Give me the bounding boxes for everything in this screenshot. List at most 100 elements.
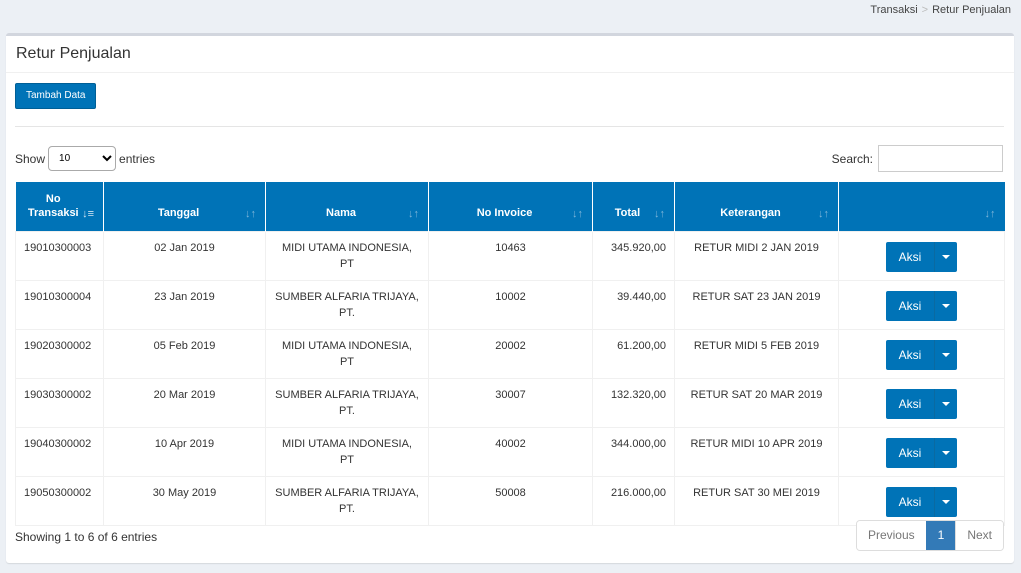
cell-no-transaksi: 19050300002 <box>15 475 104 526</box>
cell-total: 344.000,00 <box>592 426 675 477</box>
cell-tanggal: 05 Feb 2019 <box>103 328 266 379</box>
breadcrumb: Transaksi > Retur Penjualan <box>870 4 1011 16</box>
cell-nama: SUMBER ALFARIA TRIJAYA, PT. <box>265 279 429 330</box>
cell-keterangan: RETUR MIDI 10 APR 2019 <box>674 426 839 477</box>
cell-keterangan: RETUR SAT 30 MEI 2019 <box>674 475 839 526</box>
cell-nama: SUMBER ALFARIA TRIJAYA, PT. <box>265 475 429 526</box>
cell-total: 216.000,00 <box>592 475 675 526</box>
aksi-dropdown-button[interactable]: Aksi <box>885 339 958 370</box>
show-label: Show <box>15 151 46 166</box>
aksi-dropdown-button[interactable]: Aksi <box>885 241 958 272</box>
entries-length-control: Show 10 entries <box>15 146 155 171</box>
table-header-row: No Transaksi ↓≡ Tanggal ↓↑ Nama ↓↑ No Invoi… <box>15 182 1005 231</box>
table-row: 19020300002 05 Feb 2019 MIDI UTAMA INDON… <box>15 328 1005 379</box>
search-label: Search: <box>831 151 873 166</box>
column-header-total[interactable]: Total ↓↑ <box>592 182 675 231</box>
aksi-label: Aksi <box>886 339 936 370</box>
column-header-keterangan[interactable]: Keterangan ↓↑ <box>674 182 839 231</box>
cell-actions: Aksi <box>838 377 1005 428</box>
aksi-dropdown-button[interactable]: Aksi <box>885 388 958 419</box>
cell-no-invoice: 30007 <box>428 377 593 428</box>
cell-tanggal: 23 Jan 2019 <box>103 279 266 330</box>
cell-keterangan: RETUR MIDI 2 JAN 2019 <box>674 230 839 281</box>
cell-nama: MIDI UTAMA INDONESIA, PT <box>265 328 429 379</box>
cell-nama: SUMBER ALFARIA TRIJAYA, PT. <box>265 377 429 428</box>
cell-keterangan: RETUR MIDI 5 FEB 2019 <box>674 328 839 379</box>
cell-no-transaksi: 19010300004 <box>15 279 104 330</box>
cell-no-invoice: 20002 <box>428 328 593 379</box>
search-input[interactable] <box>878 145 1003 172</box>
cell-keterangan: RETUR SAT 20 MAR 2019 <box>674 377 839 428</box>
entries-label: entries <box>119 151 156 166</box>
sort-icon: ↓↑ <box>245 208 256 220</box>
caret-down-icon[interactable] <box>935 291 957 321</box>
cell-total: 345.920,00 <box>592 230 675 281</box>
content-box: Retur Penjualan Tambah Data Show 10 entr… <box>6 33 1014 563</box>
aksi-label: Aksi <box>886 486 936 517</box>
column-header-no-transaksi[interactable]: No Transaksi ↓≡ <box>15 182 104 231</box>
cell-actions: Aksi <box>838 279 1005 330</box>
retur-table: No Transaksi ↓≡ Tanggal ↓↑ Nama ↓↑ No Invoi… <box>15 182 1005 526</box>
previous-button[interactable]: Previous <box>856 521 926 550</box>
cell-nama: MIDI UTAMA INDONESIA, PT <box>265 426 429 477</box>
cell-no-transaksi: 19010300003 <box>15 230 104 281</box>
cell-total: 39.440,00 <box>592 279 675 330</box>
pagination: Previous 1 Next <box>855 520 1004 551</box>
next-button[interactable]: Next <box>955 521 1003 550</box>
cell-tanggal: 10 Apr 2019 <box>103 426 266 477</box>
cell-no-invoice: 10002 <box>428 279 593 330</box>
breadcrumb-separator: > <box>921 4 929 16</box>
page-button-1[interactable]: 1 <box>925 521 956 550</box>
sort-icon: ↓↑ <box>984 208 996 220</box>
column-header-actions[interactable]: ↓↑ <box>838 182 1005 231</box>
cell-no-invoice: 40002 <box>428 426 593 477</box>
cell-tanggal: 02 Jan 2019 <box>103 230 266 281</box>
breadcrumb-current: Retur Penjualan <box>932 4 1011 16</box>
column-header-tanggal[interactable]: Tanggal ↓↑ <box>103 182 266 231</box>
cell-total: 61.200,00 <box>592 328 675 379</box>
aksi-dropdown-button[interactable]: Aksi <box>885 290 958 321</box>
cell-keterangan: RETUR SAT 23 JAN 2019 <box>674 279 839 330</box>
aksi-label: Aksi <box>886 290 936 321</box>
cell-nama: MIDI UTAMA INDONESIA, PT <box>265 230 429 281</box>
cell-no-transaksi: 19040300002 <box>15 426 104 477</box>
column-header-nama[interactable]: Nama ↓↑ <box>265 182 429 231</box>
add-data-button[interactable]: Tambah Data <box>15 83 97 109</box>
sort-icon: ↓↑ <box>654 208 665 220</box>
column-header-no-invoice[interactable]: No Invoice ↓↑ <box>428 182 593 231</box>
divider <box>15 126 1004 127</box>
caret-down-icon[interactable] <box>935 242 957 272</box>
cell-actions: Aksi <box>838 426 1005 477</box>
caret-down-icon[interactable] <box>935 438 957 468</box>
cell-tanggal: 20 Mar 2019 <box>103 377 266 428</box>
aksi-dropdown-button[interactable]: Aksi <box>885 486 958 517</box>
sort-icon: ↓↑ <box>818 208 829 220</box>
breadcrumb-parent[interactable]: Transaksi <box>870 4 918 16</box>
table-row: 19040300002 10 Apr 2019 MIDI UTAMA INDON… <box>15 426 1005 477</box>
cell-no-invoice: 50008 <box>428 475 593 526</box>
aksi-label: Aksi <box>886 437 936 468</box>
search-control: Search: <box>832 145 1003 172</box>
sort-icon: ↓↑ <box>408 208 419 220</box>
caret-down-icon[interactable] <box>935 340 957 370</box>
table-row: 19050300002 30 May 2019 SUMBER ALFARIA T… <box>15 475 1005 526</box>
cell-no-invoice: 10463 <box>428 230 593 281</box>
table-info: Showing 1 to 6 of 6 entries <box>15 530 158 544</box>
caret-down-icon[interactable] <box>935 487 957 517</box>
cell-actions: Aksi <box>838 475 1005 526</box>
cell-actions: Aksi <box>838 328 1005 379</box>
cell-no-transaksi: 19020300002 <box>15 328 104 379</box>
entries-select[interactable]: 10 <box>48 146 117 171</box>
aksi-dropdown-button[interactable]: Aksi <box>885 437 958 468</box>
box-header: Retur Penjualan <box>6 36 1014 73</box>
table-row: 19030300002 20 Mar 2019 SUMBER ALFARIA T… <box>15 377 1005 428</box>
sort-asc-icon: ↓≡ <box>82 208 94 220</box>
aksi-label: Aksi <box>886 241 936 272</box>
cell-no-transaksi: 19030300002 <box>15 377 104 428</box>
caret-down-icon[interactable] <box>935 389 957 419</box>
cell-total: 132.320,00 <box>592 377 675 428</box>
page-title: Retur Penjualan <box>16 45 131 62</box>
table-row: 19010300003 02 Jan 2019 MIDI UTAMA INDON… <box>15 230 1005 281</box>
cell-actions: Aksi <box>838 230 1005 281</box>
cell-tanggal: 30 May 2019 <box>103 475 266 526</box>
